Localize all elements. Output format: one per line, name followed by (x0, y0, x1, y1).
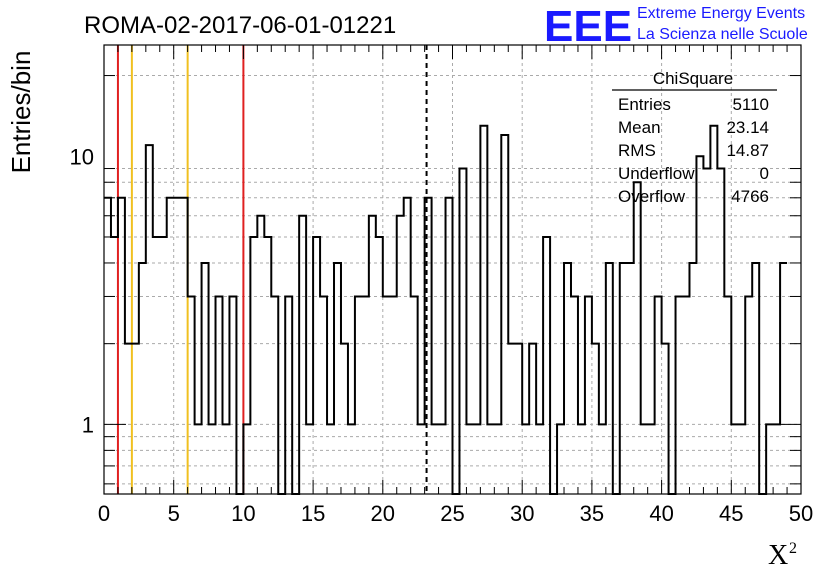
x-tick-label: 50 (789, 501, 813, 526)
x-tick-label: 30 (510, 501, 534, 526)
x-tick-label: 10 (231, 501, 255, 526)
y-tick-label: 1 (82, 412, 94, 437)
eee-logo: EEE Extreme Energy Events La Scienza nel… (544, 2, 808, 51)
stats-row-value: 23.14 (726, 118, 769, 137)
stats-row-label: Underflow (618, 164, 695, 183)
x-tick-label: 45 (719, 501, 743, 526)
stats-row-value: 4766 (731, 187, 769, 206)
x-axis-label: X (768, 540, 788, 571)
chart-title: ROMA-02-2017-06-01-01221 (84, 12, 396, 39)
y-tick-label: 10 (70, 144, 94, 169)
stats-title: ChiSquare (653, 69, 733, 88)
logo-line2: La Scienza nelle Scuole (637, 26, 808, 43)
x-axis-label-superscript: 2 (789, 540, 797, 557)
axis-ticks (103, 45, 802, 494)
stats-row-value: 14.87 (726, 141, 769, 160)
x-tick-label: 25 (440, 501, 464, 526)
stats-row-label: Mean (618, 118, 661, 137)
tick-labels: 0 5 10 15 20 25 30 35 40 45 50 1 10 (70, 144, 814, 526)
stats-row-value: 5110 (732, 95, 769, 114)
x-tick-label: 15 (301, 501, 325, 526)
x-tick-label: 40 (649, 501, 673, 526)
logo-line1: Extreme Energy Events (637, 5, 805, 22)
stats-row-value: 0 (760, 164, 769, 183)
x-tick-label: 0 (98, 501, 110, 526)
logo-mark: EEE (544, 2, 632, 51)
x-tick-label: 20 (371, 501, 395, 526)
stats-box: ChiSquare Entries 5110 Mean 23.14 RMS 14.87 Un… (612, 69, 777, 206)
x-tick-label: 5 (168, 501, 180, 526)
stats-row-label: Entries (618, 95, 671, 114)
stats-row-label: Overflow (618, 187, 686, 206)
stats-row-label: RMS (618, 141, 656, 160)
y-axis-label: Entries/bin (6, 51, 36, 174)
x-tick-label: 35 (580, 501, 604, 526)
